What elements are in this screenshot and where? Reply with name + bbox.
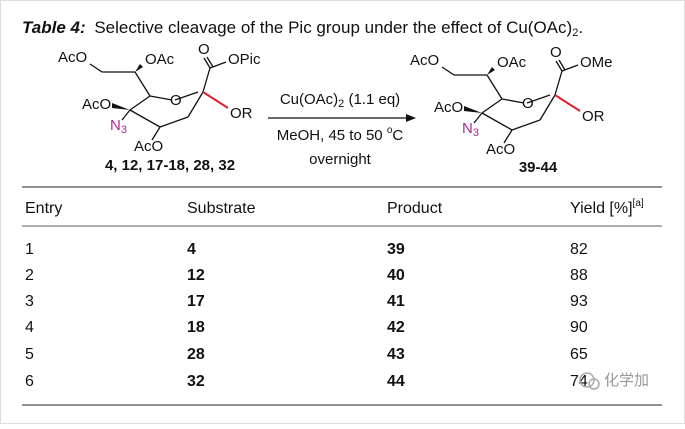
product: AcO OAc O OMe AcO N3 AcO O OR 39-44 <box>410 44 613 176</box>
azide: N3 <box>110 117 127 136</box>
table-cell: 42 <box>387 319 405 336</box>
table: Entry Substrate Product Yield [%][a] 1 4 39 82 2… <box>25 198 644 391</box>
table-cell: 28 <box>187 346 205 363</box>
table-cell: 17 <box>187 293 205 310</box>
table-cell: 65 <box>570 346 588 363</box>
table-cell: 1 <box>25 241 34 258</box>
azide-sub: 3 <box>473 127 479 139</box>
caption-sub: 2 <box>572 27 578 39</box>
atom-label: AcO <box>82 96 111 113</box>
atom-label: O <box>550 44 562 61</box>
header-text: Product <box>387 200 443 217</box>
atom-label: OAc <box>145 51 175 68</box>
header-text: Substrate <box>187 200 256 217</box>
atom-label: O <box>522 95 534 112</box>
reagent-amount: (1.1 eq) <box>344 91 400 108</box>
table-cell: 4 <box>25 319 34 336</box>
watermark-text: 化学加 <box>604 372 649 389</box>
azide-sub: 3 <box>121 124 127 136</box>
column-header: Yield [%][a] <box>570 198 644 218</box>
azide-n: N <box>462 120 473 137</box>
atom-label: O <box>170 92 182 109</box>
table-cell: 18 <box>187 319 205 336</box>
atom-label: OMe <box>580 54 613 71</box>
caption-text: Selective cleavage of the Pic group unde… <box>94 18 572 37</box>
atom-label: O <box>198 41 210 58</box>
table-cell: 82 <box>570 241 588 258</box>
table-cell: 5 <box>25 346 34 363</box>
azide-n: N <box>110 117 121 134</box>
table-cell: 88 <box>570 267 588 284</box>
table-cell: 43 <box>387 346 405 363</box>
caption-end: . <box>578 18 583 37</box>
atom-label: AcO <box>434 99 463 116</box>
atom-label: AcO <box>58 49 87 66</box>
time: overnight <box>309 151 372 168</box>
atom-label: AcO <box>134 138 163 155</box>
azide: N3 <box>462 120 479 139</box>
product-label: 39-44 <box>519 159 558 176</box>
table-cell: 40 <box>387 267 405 284</box>
table-cell: 74 <box>570 373 588 390</box>
column-header: Substrate <box>187 200 256 217</box>
table-cell: 3 <box>25 293 34 310</box>
conditions-text: MeOH, 45 to 50 <box>277 127 387 144</box>
reagent: Cu(OAc)2 (1.1 eq) <box>280 91 400 110</box>
table-cell: 4 <box>187 241 196 258</box>
atom-label: AcO <box>486 141 515 158</box>
reagent-sub: 2 <box>338 98 344 110</box>
reagent-name: Cu(OAc) <box>280 91 338 108</box>
table-cell: 32 <box>187 373 205 390</box>
table-cell: 41 <box>387 293 405 310</box>
header-text: Yield [%] <box>570 200 633 217</box>
conditions: MeOH, 45 to 50 oC <box>277 125 404 144</box>
table-cell: 2 <box>25 267 34 284</box>
substrate-label: 4, 12, 17-18, 28, 32 <box>105 157 235 174</box>
degree: o <box>387 125 393 136</box>
table-cell: 93 <box>570 293 588 310</box>
unit: C <box>392 127 403 144</box>
caption-label: Table 4: <box>22 18 86 37</box>
atom-label: OR <box>230 105 253 122</box>
atom-label: OR <box>582 108 605 125</box>
watermark: 化学加 <box>579 372 649 390</box>
reaction-arrow: Cu(OAc)2 (1.1 eq) MeOH, 45 to 50 oC over… <box>268 91 416 168</box>
header-note: [a] <box>633 198 644 209</box>
table-cell: 44 <box>387 373 405 390</box>
table-cell: 90 <box>570 319 588 336</box>
substrate: AcO OAc O OPic AcO N3 AcO O OR 4, 12, 17… <box>58 41 261 174</box>
atom-label: OAc <box>497 54 527 71</box>
atom-label: OPic <box>228 51 261 68</box>
column-header: Product <box>387 200 443 217</box>
table-cell: 6 <box>25 373 34 390</box>
table-cell: 12 <box>187 267 205 284</box>
table-cell: 39 <box>387 241 405 258</box>
column-header: Entry <box>25 200 62 217</box>
header-text: Entry <box>25 200 62 217</box>
caption: Table 4: Selective cleavage of the Pic g… <box>22 18 583 38</box>
atom-label: AcO <box>410 52 439 69</box>
